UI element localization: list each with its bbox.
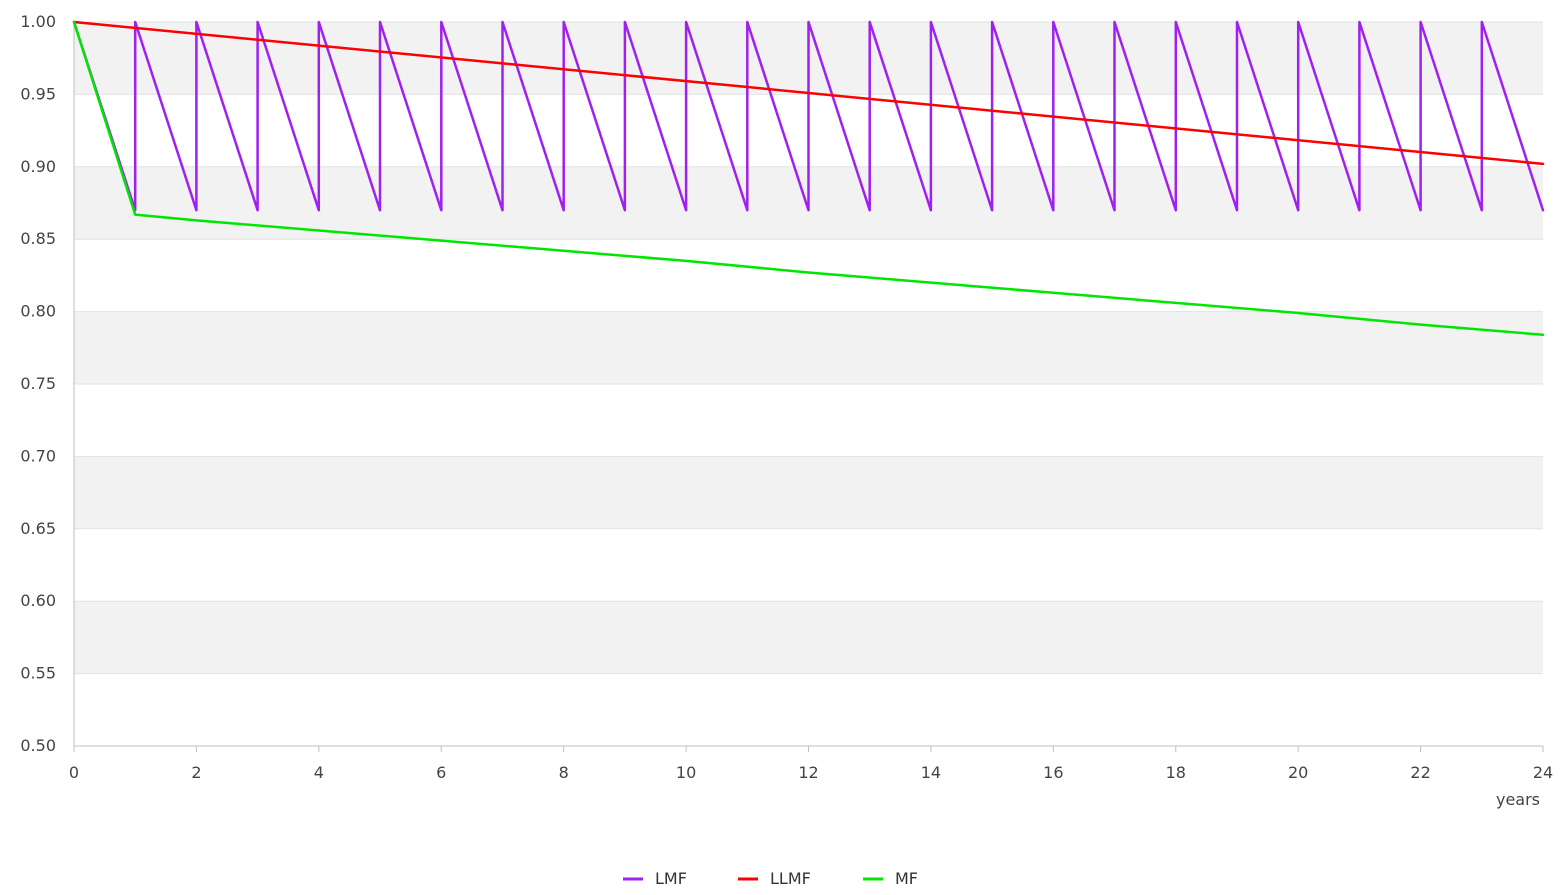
x-tick-label: 2 [191,763,201,782]
legend-label-lmf: LMF [655,869,687,888]
x-tick-label: 0 [69,763,79,782]
x-axis-ticks: 0 2 4 6 8 10 12 14 16 18 20 22 24 [69,746,1553,782]
y-tick-label: 0.85 [20,229,56,248]
x-tick-label: 8 [559,763,569,782]
x-tick-label: 10 [676,763,696,782]
series-line-lmf [72,20,1545,212]
series-lines [72,20,1545,337]
y-tick-label: 0.75 [20,374,56,393]
x-tick-label: 6 [436,763,446,782]
y-tick-label: 0.80 [20,302,56,321]
x-tick-label: 24 [1533,763,1553,782]
grid-band [74,456,1543,529]
series-line-mf [72,20,1545,337]
x-tick-label: 14 [921,763,941,782]
y-tick-label: 0.50 [20,736,56,755]
y-tick-label: 0.70 [20,446,56,465]
x-tick-label: 4 [314,763,324,782]
x-tick-label: 16 [1043,763,1063,782]
grid-band [74,601,1543,674]
y-tick-label: 0.55 [20,664,56,683]
y-tick-label: 1.00 [20,12,56,31]
y-tick-label: 0.95 [20,84,56,103]
y-tick-label: 0.65 [20,519,56,538]
series-line-llmf [72,20,1545,166]
y-tick-label: 0.60 [20,591,56,610]
y-tick-label: 0.90 [20,157,56,176]
x-axis-title: years [1496,790,1540,809]
grid-band [74,311,1543,384]
x-tick-label: 12 [798,763,818,782]
x-tick-label: 20 [1288,763,1308,782]
x-tick-label: 18 [1166,763,1186,782]
y-axis-ticks: 0.50 0.55 0.60 0.65 0.70 0.75 0.80 0.85 0.90 0.95… [20,12,56,755]
legend-label-llmf: LLMF [770,869,811,888]
legend-label-mf: MF [895,869,918,888]
legend: LMF LLMF MF [623,869,918,888]
x-tick-label: 22 [1410,763,1430,782]
